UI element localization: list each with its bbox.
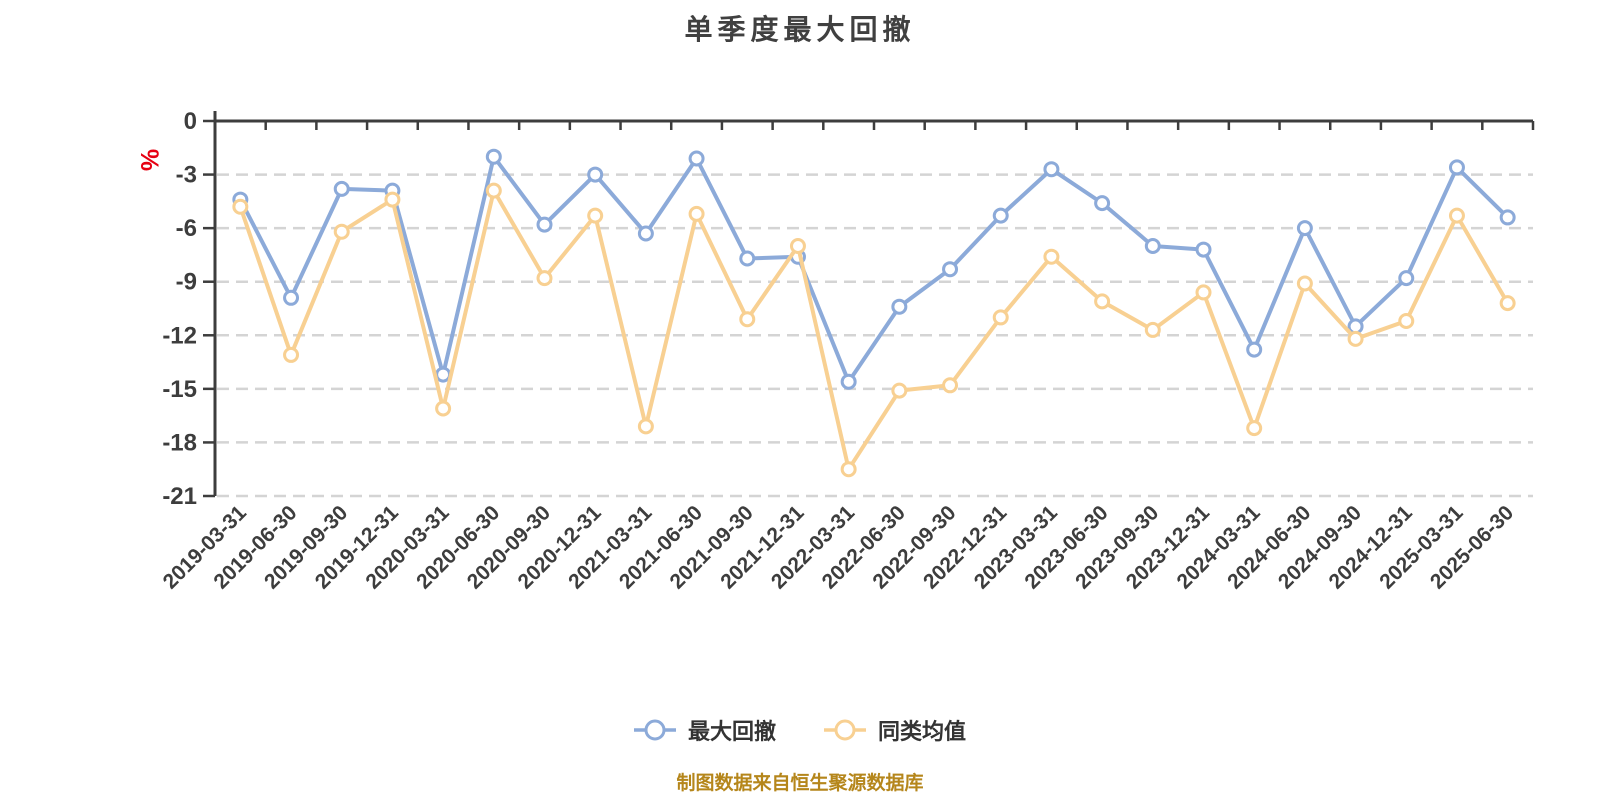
data-point-marker[interactable] — [1094, 195, 1111, 212]
svg-text:-12: -12 — [162, 322, 197, 349]
svg-text:0: 0 — [184, 108, 197, 135]
legend: 最大回撤 同类均值 — [0, 714, 1600, 746]
svg-text:-15: -15 — [162, 376, 197, 403]
data-point-marker[interactable] — [283, 346, 300, 363]
data-point-marker[interactable] — [1448, 207, 1465, 224]
data-point-marker[interactable] — [942, 261, 959, 278]
data-point-marker[interactable] — [536, 216, 553, 233]
data-point-marker[interactable] — [333, 180, 350, 197]
data-point-marker[interactable] — [1398, 313, 1415, 329]
data-point-marker[interactable] — [992, 309, 1009, 326]
series-line — [238, 154, 1510, 384]
legend-label-max-drawdown: 最大回撤 — [687, 719, 776, 744]
data-point-marker[interactable] — [1246, 341, 1263, 358]
axes — [203, 111, 1535, 498]
data-point-marker[interactable] — [840, 461, 857, 478]
legend-item-category-average[interactable]: 同类均值 — [824, 714, 966, 746]
data-point-marker[interactable] — [688, 205, 705, 222]
data-point-marker[interactable] — [1195, 284, 1212, 301]
data-point-marker[interactable] — [891, 382, 908, 399]
series-markers[interactable] — [232, 182, 1516, 478]
gridlines — [217, 173, 1533, 498]
svg-text:-6: -6 — [176, 215, 197, 242]
data-point-marker[interactable] — [536, 270, 553, 287]
data-point-marker[interactable] — [1043, 248, 1060, 265]
data-point-marker[interactable] — [435, 366, 452, 383]
data-point-marker[interactable] — [688, 150, 705, 167]
data-point-marker[interactable] — [992, 207, 1009, 224]
data-point-marker[interactable] — [283, 289, 300, 306]
data-point-marker[interactable] — [587, 207, 604, 224]
series-category-average — [232, 182, 1516, 478]
data-point-marker[interactable] — [587, 166, 604, 183]
data-point-marker[interactable] — [384, 191, 401, 208]
data-point-marker[interactable] — [435, 400, 452, 417]
data-point-marker[interactable] — [1094, 293, 1111, 310]
data-point-marker[interactable] — [840, 373, 857, 390]
data-point-marker[interactable] — [1296, 220, 1313, 237]
series-markers[interactable] — [232, 148, 1516, 390]
data-point-marker[interactable] — [789, 238, 806, 254]
data-point-marker[interactable] — [1246, 420, 1263, 437]
data-point-marker[interactable] — [333, 223, 350, 240]
svg-text:-21: -21 — [162, 483, 197, 510]
chart-title: 单季度最大回撤 — [684, 14, 916, 45]
series-line — [238, 188, 1510, 472]
data-point-marker[interactable] — [485, 182, 502, 199]
x-axis-labels: 2019-03-312019-06-302019-09-302019-12-31… — [159, 501, 1519, 593]
svg-text:-9: -9 — [176, 269, 197, 296]
legend-item-max-drawdown[interactable]: 最大回撤 — [633, 714, 776, 746]
data-point-marker[interactable] — [1499, 295, 1516, 312]
data-point-marker[interactable] — [1296, 275, 1313, 292]
line-circle-marker-icon — [633, 719, 676, 741]
data-point-marker[interactable] — [1499, 209, 1516, 226]
line-circle-marker-icon — [824, 719, 866, 741]
svg-text:-3: -3 — [176, 162, 197, 189]
data-point-marker[interactable] — [1144, 238, 1161, 254]
data-point-marker[interactable] — [739, 311, 756, 328]
data-point-marker[interactable] — [637, 225, 654, 242]
legend-label-category-average: 同类均值 — [878, 719, 967, 744]
data-point-marker[interactable] — [1448, 159, 1465, 176]
data-point-marker[interactable] — [1347, 330, 1364, 347]
svg-text:-18: -18 — [162, 429, 197, 456]
data-source-caption: 制图数据来自恒生聚源数据库 — [676, 773, 924, 794]
data-point-marker[interactable] — [637, 418, 654, 435]
y-axis-labels: 0 -3 -6 -9 -12 -15 -18 -21 — [162, 108, 197, 510]
data-point-marker[interactable] — [1398, 270, 1415, 287]
series-max-drawdown — [232, 148, 1516, 390]
data-point-marker[interactable] — [739, 250, 756, 267]
data-point-marker[interactable] — [891, 298, 908, 315]
data-point-marker[interactable] — [485, 148, 502, 165]
data-point-marker[interactable] — [942, 377, 959, 394]
data-point-marker[interactable] — [232, 198, 249, 215]
data-point-marker[interactable] — [1195, 241, 1212, 258]
data-point-marker[interactable] — [1043, 161, 1060, 178]
data-point-marker[interactable] — [1144, 321, 1161, 338]
